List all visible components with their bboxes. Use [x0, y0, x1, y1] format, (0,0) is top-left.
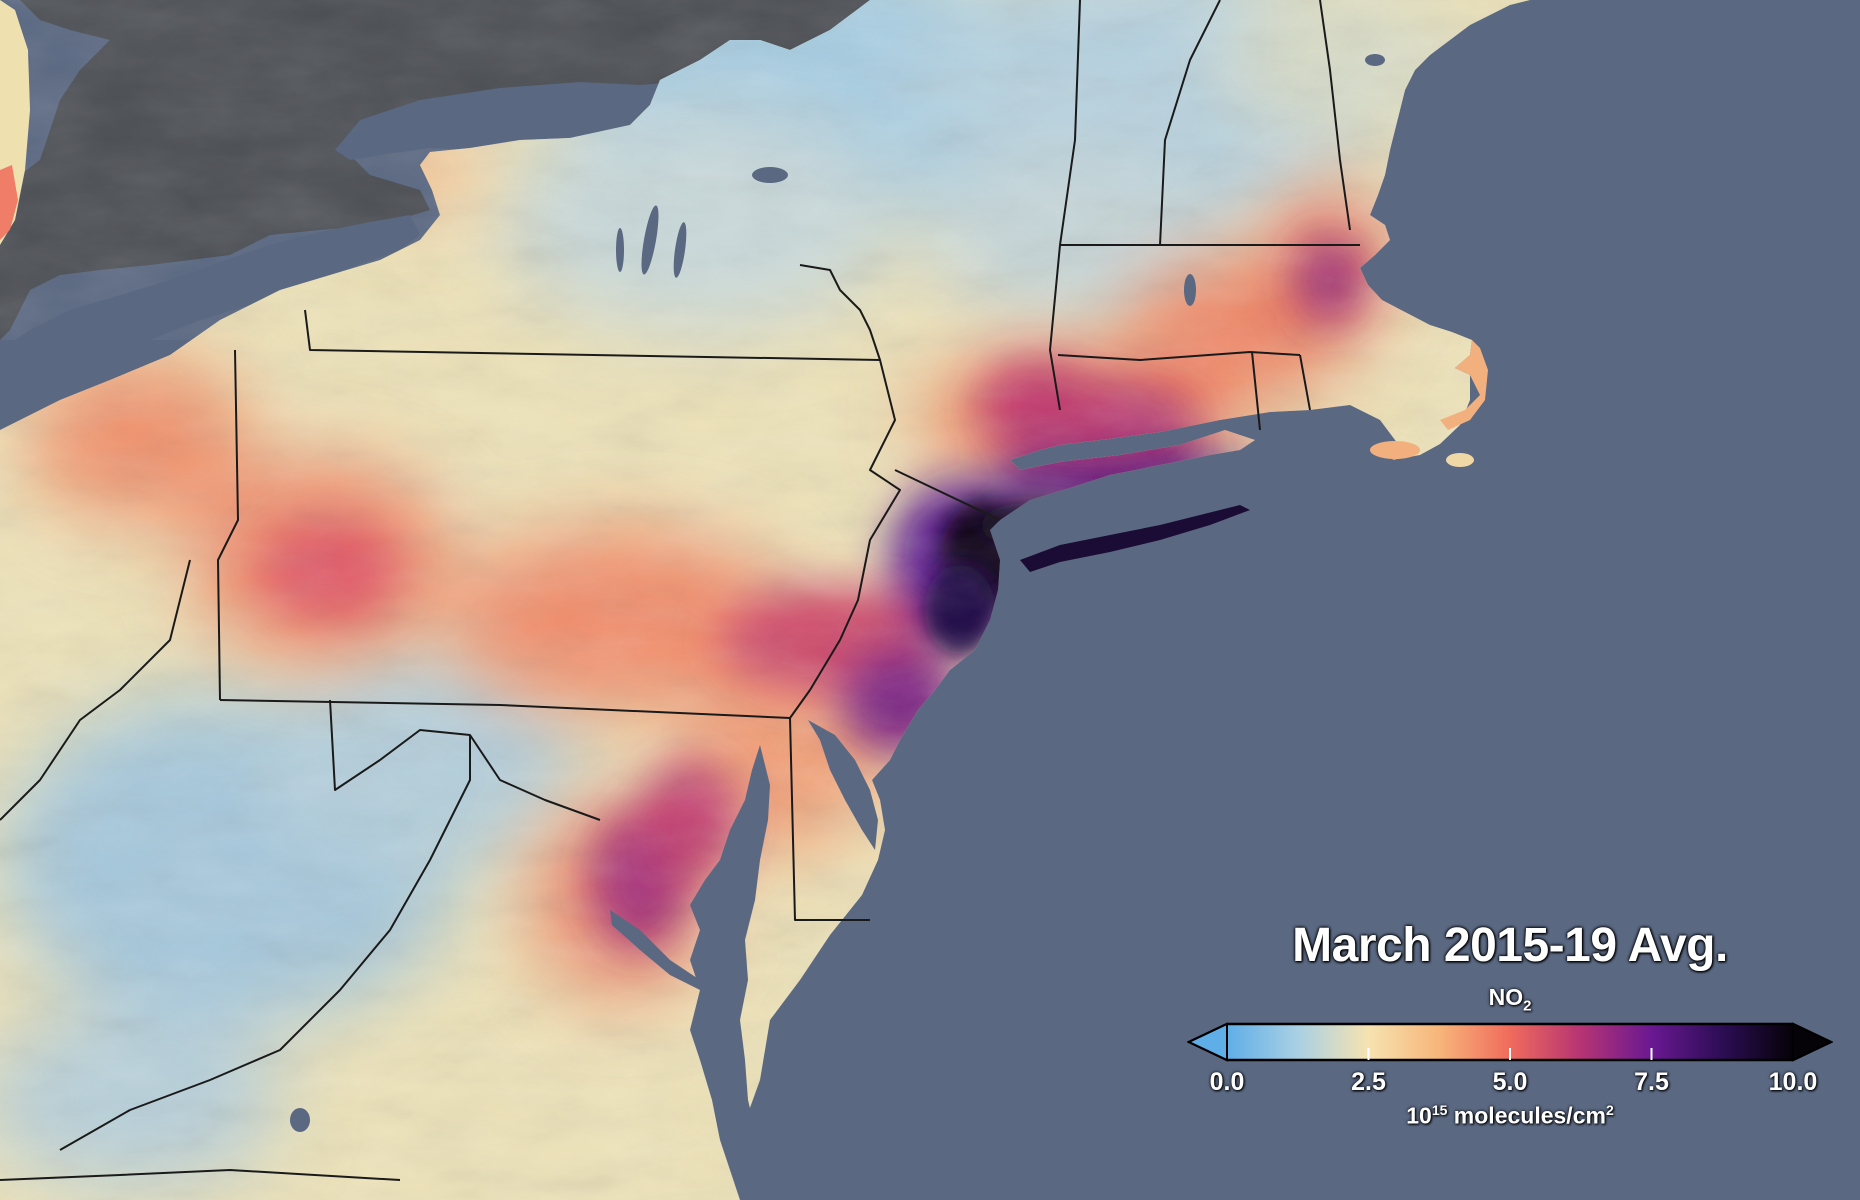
legend: March 2015-19 Avg. NO2 0.0 2.5 5.0 7.5 10.0 … [1180, 918, 1840, 1158]
long-island [1020, 505, 1250, 572]
border-md-de [789, 717, 870, 921]
border-va-nc [0, 1169, 401, 1181]
border-nh-me [1319, 0, 1351, 231]
border-mason-dixon [219, 699, 791, 719]
chesapeake-bay [690, 745, 770, 1200]
border-wv-va [59, 735, 471, 1151]
units-main: molecules/cm [1447, 1102, 1606, 1129]
nantucket [1446, 453, 1474, 467]
inland-lakes [290, 54, 1385, 1132]
units-power: 2 [1605, 1102, 1614, 1118]
colorbar-tick-label: 7.5 [1634, 1068, 1669, 1096]
colorbar-tick-label: 5.0 [1492, 1068, 1528, 1096]
border-ct-ri [1251, 351, 1261, 431]
border-ny-nj [894, 469, 1001, 521]
border-oh-wv [0, 559, 191, 821]
border-pa-oh [217, 349, 239, 701]
border-wv-md [329, 699, 601, 821]
border-ri-ma [1299, 354, 1311, 411]
lake-erie [0, 215, 420, 400]
colorbar-tick-label: 2.5 [1351, 1068, 1386, 1096]
colorbar-tick-label: 10.0 [1768, 1068, 1818, 1096]
potomac-river [610, 910, 700, 990]
legend-units: 1015 molecules/cm2 [1180, 1102, 1840, 1130]
legend-variable: NO2 [1180, 984, 1840, 1015]
border-ma-ct [1057, 351, 1301, 361]
colorbar-tick-label: 0.0 [1209, 1068, 1245, 1096]
michigan-no2 [0, 165, 18, 240]
variable-name: NO [1488, 984, 1524, 1010]
variable-subscript: 2 [1523, 997, 1532, 1015]
border-vt-nh [1159, 0, 1221, 246]
colorbar-min-arrow [1187, 1022, 1228, 1062]
cape-cod [1440, 340, 1488, 430]
state-borders [0, 0, 1360, 1181]
units-prefix: 10 [1406, 1102, 1432, 1129]
colorbar [1187, 1022, 1833, 1062]
delaware-bay [808, 720, 878, 850]
colorbar-max-arrow [1792, 1022, 1833, 1062]
border-ny-pa [304, 264, 881, 361]
legend-title: March 2015-19 Avg. [1292, 919, 1728, 972]
border-pa-nj [789, 359, 901, 719]
units-exponent: 15 [1431, 1102, 1448, 1118]
marthas-vineyard [1370, 441, 1420, 459]
colorbar-ticks [1367, 1048, 1653, 1060]
